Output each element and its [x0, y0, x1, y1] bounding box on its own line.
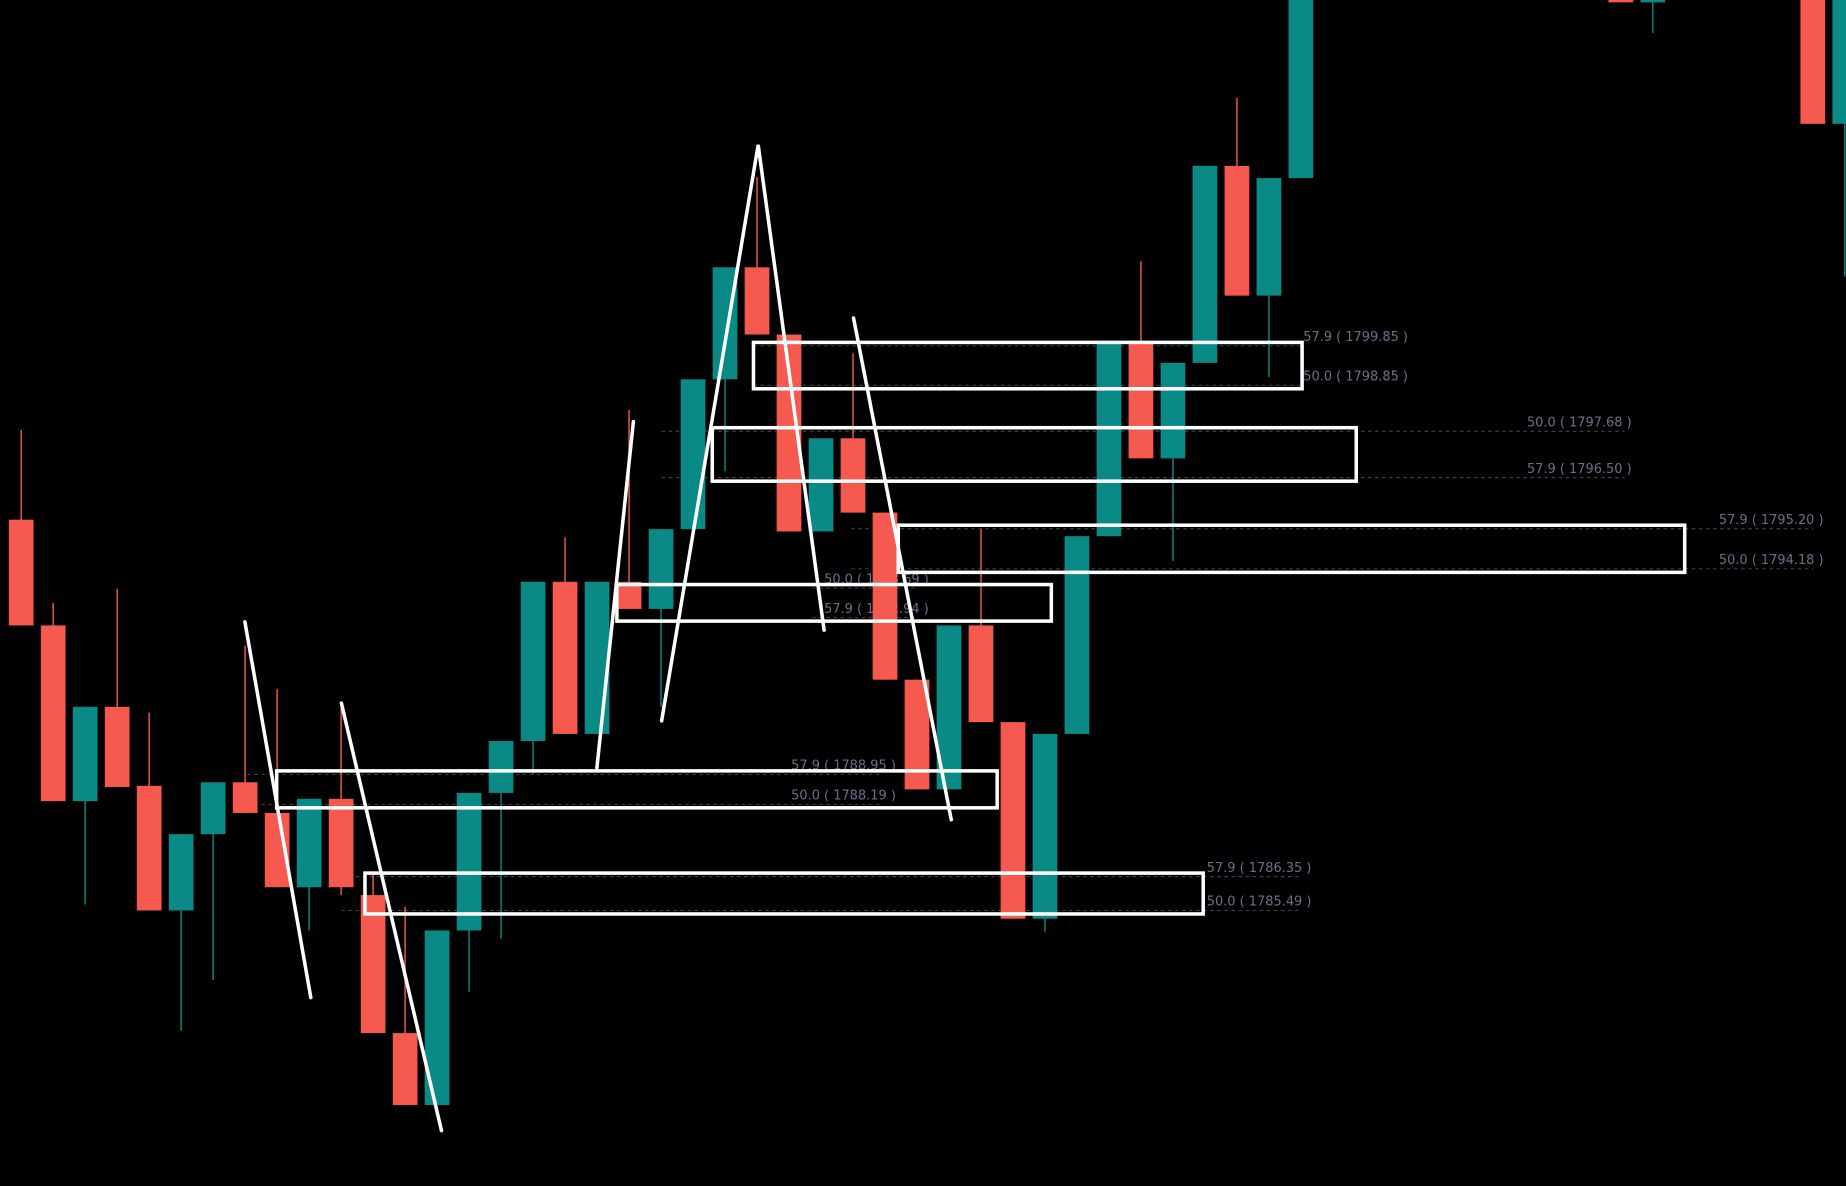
- candle-body: [872, 512, 898, 680]
- candle-body: [1160, 362, 1186, 459]
- candle-body: [584, 581, 610, 734]
- candle-body: [392, 1033, 418, 1106]
- fib-level-label: 57.9 ( 1786.35 ): [1207, 861, 1312, 876]
- fib-zone-box: [751, 340, 1304, 391]
- fib-lines: [247, 345, 1814, 911]
- trend-line: [243, 620, 313, 1000]
- candles: [8, 0, 1846, 1106]
- candle-body: [648, 529, 674, 609]
- candle-body: [1832, 0, 1846, 124]
- candle-body: [40, 625, 66, 802]
- candle-body: [1640, 0, 1666, 3]
- candle-body: [1032, 733, 1058, 919]
- trend-line: [595, 419, 636, 770]
- fib-zone-box: [615, 582, 1054, 623]
- candle-body: [680, 379, 706, 530]
- fib-level-label: 57.9 ( 1796.50 ): [1527, 462, 1632, 477]
- candle-body: [1256, 178, 1282, 296]
- trend-line: [339, 701, 444, 1133]
- fib-zone-box: [710, 425, 1359, 483]
- candle-body: [488, 741, 514, 793]
- candle-body: [1288, 0, 1314, 179]
- candle-body: [1096, 343, 1122, 537]
- candle-body: [552, 581, 578, 734]
- candle-body: [200, 782, 226, 835]
- fib-level-label: 50.0 ( 1794.18 ): [1719, 553, 1824, 568]
- candle-body: [1128, 343, 1154, 459]
- candle-body: [104, 706, 130, 787]
- candle-body: [1192, 165, 1218, 363]
- candle-body: [968, 625, 994, 723]
- fib-level-label: 50.0 ( 1798.85 ): [1303, 370, 1408, 385]
- candle-body: [168, 834, 194, 911]
- fib-level-label: 50.0 ( 1785.49 ): [1207, 895, 1312, 910]
- candle-body: [72, 706, 98, 802]
- candle-body: [136, 785, 162, 911]
- trend-lines: [243, 144, 954, 1133]
- fib-zone-box: [363, 871, 1205, 916]
- candle-body: [360, 895, 386, 1034]
- candle-body: [840, 438, 866, 513]
- fib-level-label: 57.9 ( 1795.20 ): [1719, 513, 1824, 528]
- candle-body: [8, 519, 34, 626]
- candle-body: [328, 798, 354, 888]
- fib-level-label: 50.0 ( 1788.19 ): [791, 789, 896, 804]
- fib-level-label: 50.0 ( 1797.68 ): [1527, 416, 1632, 431]
- candle-body: [744, 267, 770, 335]
- trend-line: [659, 144, 826, 723]
- candle-body: [808, 438, 834, 532]
- candle-body: [456, 792, 482, 931]
- trend-line: [851, 316, 954, 822]
- candle-body: [1224, 165, 1250, 296]
- candle-body: [1064, 536, 1090, 734]
- fib-boxes: [274, 340, 1687, 916]
- candle-body: [296, 798, 322, 888]
- candle-body: [1800, 0, 1826, 124]
- fib-zone-box: [274, 769, 999, 810]
- candle-body: [1608, 0, 1634, 3]
- candle-body: [232, 782, 258, 813]
- candle-body: [520, 581, 546, 742]
- fib-level-label: 57.9 ( 1799.85 ): [1303, 330, 1408, 345]
- fib-zone-box: [896, 523, 1687, 575]
- candle-body: [1000, 722, 1026, 919]
